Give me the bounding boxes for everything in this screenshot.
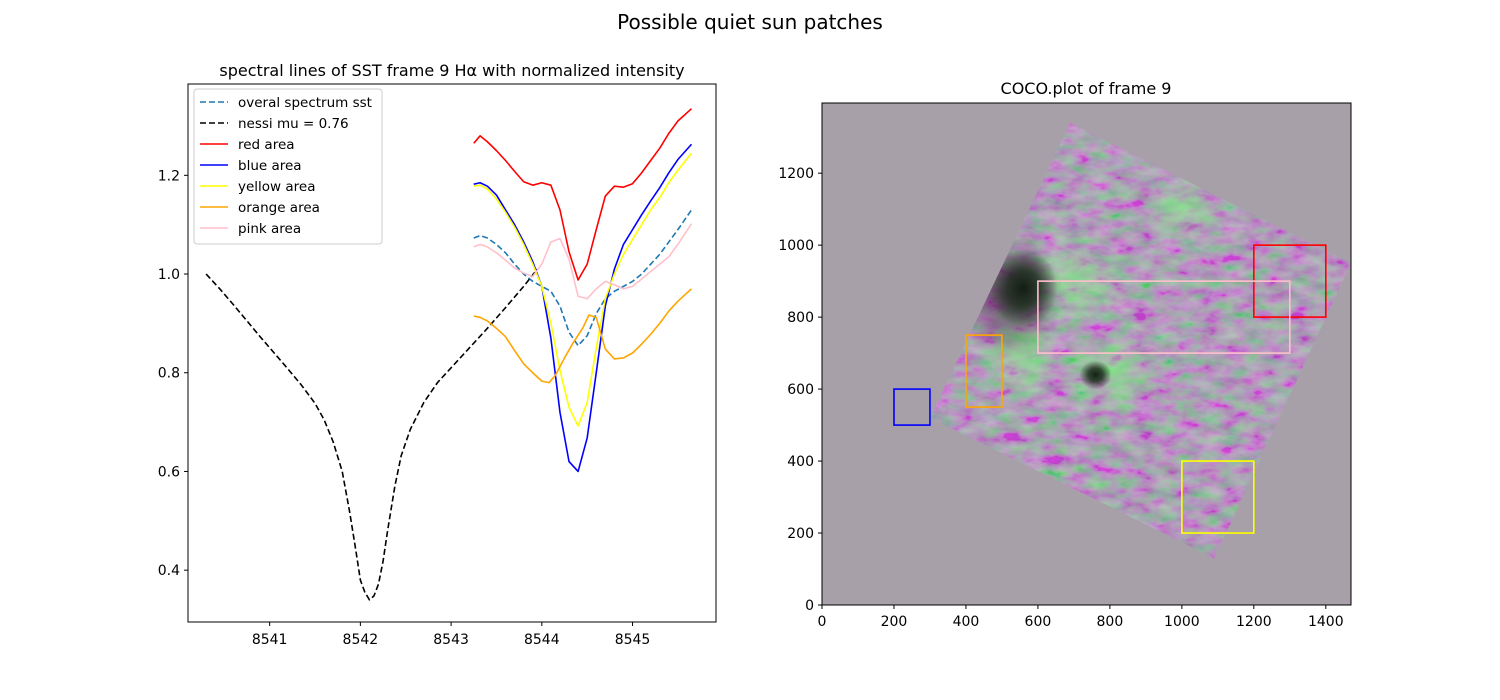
y-tick-label: 1.0 [158,267,180,283]
patch-rect-pink-area [1037,280,1291,354]
y-tick-label: 1.2 [158,168,180,184]
series-line-yellow-area [473,152,693,427]
right-plot-title: COCO.plot of frame 9 [1001,79,1172,98]
x-tick-label: 1400 [1308,614,1344,630]
y-tick-label: 0.8 [158,366,180,382]
patch-rectangles [893,244,1327,534]
y-tick-label: 400 [787,454,814,470]
x-tick-label: 1000 [1164,614,1200,630]
y-tick-label: 1200 [778,166,814,182]
y-tick-label: 0.6 [158,464,180,480]
x-tick-label: 600 [1025,614,1052,630]
x-tick-label: 0 [818,614,827,630]
patch-rect-blue-area [893,388,931,426]
legend-label-orange-area: orange area [238,200,320,216]
y-tick-label: 0.4 [158,563,180,579]
legend-label-red-area: red area [238,137,295,153]
figure-suptitle: Possible quiet sun patches [617,10,883,34]
x-tick-label: 200 [881,614,908,630]
left-plot-title: spectral lines of SST frame 9 Hα with no… [219,61,684,80]
right-plot-frame [821,102,1352,606]
x-tick-label: 400 [953,614,980,630]
x-tick-label: 800 [1097,614,1124,630]
line-series-group [205,108,693,601]
legend-label-nessi-mu-0-76: nessi mu = 0.76 [238,116,349,132]
y-tick-label: 800 [787,310,814,326]
x-tick-label: 8543 [433,632,469,648]
patch-rect-yellow-area [1181,460,1255,534]
x-tick-label: 8541 [252,632,288,648]
right-y-axis: 0 200 400 600 800 1000 1200 [778,166,822,614]
pore [1079,360,1112,390]
y-tick-label: 1000 [778,238,814,254]
legend: overal spectrum sst nessi mu = 0.76 red ar… [193,88,383,245]
y-tick-label: 600 [787,382,814,398]
right-x-axis: 0 200 400 600 800 1000 1200 1400 [818,605,1344,630]
y-tick-label: 200 [787,526,814,542]
x-tick-label: 8545 [615,632,651,648]
legend-label-overal-spectrum-sst: overal spectrum sst [238,95,372,111]
left-plot-frame [187,83,717,623]
series-line-red-area [473,108,693,281]
x-tick-label: 8542 [343,632,379,648]
spectral-lines-plot: spectral lines of SST frame 9 Hα with no… [158,61,717,648]
left-x-axis: 8541 8542 8543 8544 8545 [252,622,651,648]
coco-image-plot: COCO.plot of frame 9 0 200 400 600 800 1000 12… [778,79,1352,630]
series-line-orange-area [473,288,693,384]
legend-label-pink-area: pink area [238,221,301,237]
sunspot-umbra [989,248,1058,328]
legend-label-yellow-area: yellow area [238,179,316,195]
series-line-overal-spectrum-sst [473,209,693,347]
series-line-nessi-mu-0-76 [205,268,538,601]
series-line-pink-area [473,223,693,300]
x-tick-label: 8544 [524,632,560,648]
patch-rect-orange-area [965,334,1003,408]
series-line-blue-area [473,143,693,473]
legend-label-blue-area: blue area [238,158,302,174]
x-tick-label: 1200 [1236,614,1272,630]
fibril-region [1142,176,1222,242]
y-tick-label: 0 [805,598,814,614]
legend-box [193,88,383,245]
left-y-axis: 0.4 0.6 0.8 1.0 1.2 [158,168,188,579]
